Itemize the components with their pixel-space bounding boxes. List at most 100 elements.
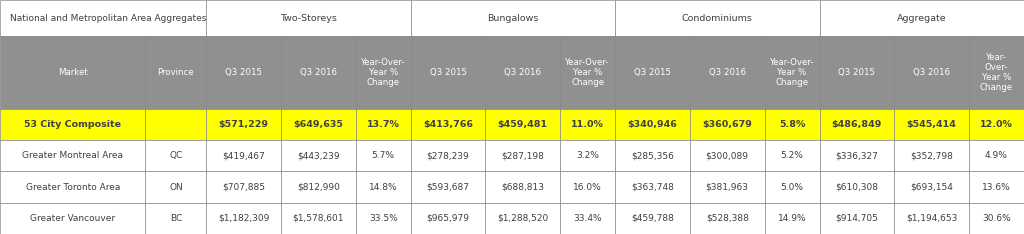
- Bar: [0, 140, 145, 171]
- Bar: [207, 171, 281, 203]
- Bar: [894, 140, 969, 171]
- Bar: [560, 171, 615, 203]
- Bar: [690, 171, 765, 203]
- Text: $649,635: $649,635: [294, 120, 343, 129]
- Text: Condominiums: Condominiums: [682, 14, 753, 23]
- Text: Q3 2015: Q3 2015: [430, 68, 467, 77]
- Bar: [0, 171, 145, 203]
- Bar: [615, 203, 690, 234]
- Text: 5.7%: 5.7%: [372, 151, 395, 160]
- Text: $363,748: $363,748: [631, 183, 674, 192]
- Text: $360,679: $360,679: [702, 120, 753, 129]
- Bar: [615, 109, 690, 140]
- Text: 4.9%: 4.9%: [985, 151, 1008, 160]
- Text: Q3 2015: Q3 2015: [634, 68, 671, 77]
- Bar: [819, 36, 894, 109]
- Text: Q3 2016: Q3 2016: [504, 68, 542, 77]
- Text: $693,154: $693,154: [910, 183, 953, 192]
- Bar: [411, 109, 485, 140]
- Text: Q3 2016: Q3 2016: [913, 68, 950, 77]
- Text: Q3 2016: Q3 2016: [300, 68, 337, 77]
- Text: National and Metropolitan Area Aggregates: National and Metropolitan Area Aggregate…: [10, 14, 207, 23]
- Text: Q3 2015: Q3 2015: [839, 68, 876, 77]
- Bar: [969, 203, 1024, 234]
- Text: $545,414: $545,414: [906, 120, 956, 129]
- Text: $287,198: $287,198: [502, 151, 544, 160]
- Text: Bungalows: Bungalows: [487, 14, 539, 23]
- Bar: [355, 140, 411, 171]
- Text: 33.4%: 33.4%: [573, 214, 602, 223]
- Bar: [819, 140, 894, 171]
- Bar: [145, 203, 207, 234]
- Bar: [894, 109, 969, 140]
- Text: 14.9%: 14.9%: [778, 214, 806, 223]
- Bar: [0, 0, 207, 36]
- Text: $443,239: $443,239: [297, 151, 340, 160]
- Bar: [355, 171, 411, 203]
- Bar: [765, 171, 819, 203]
- Bar: [690, 109, 765, 140]
- Bar: [0, 109, 145, 140]
- Text: $593,687: $593,687: [427, 183, 470, 192]
- Text: 33.5%: 33.5%: [369, 214, 397, 223]
- Bar: [690, 140, 765, 171]
- Text: $812,990: $812,990: [297, 183, 340, 192]
- Text: $413,766: $413,766: [423, 120, 473, 129]
- Bar: [485, 203, 560, 234]
- Text: $1,578,601: $1,578,601: [293, 214, 344, 223]
- Text: 13.7%: 13.7%: [367, 120, 399, 129]
- Bar: [560, 36, 615, 109]
- Text: $1,194,653: $1,194,653: [906, 214, 957, 223]
- Bar: [969, 36, 1024, 109]
- Text: Year-Over-
Year %
Change: Year-Over- Year % Change: [361, 58, 406, 87]
- Text: 11.0%: 11.0%: [571, 120, 604, 129]
- Text: $300,089: $300,089: [706, 151, 749, 160]
- Text: Greater Toronto Area: Greater Toronto Area: [26, 183, 120, 192]
- Text: $278,239: $278,239: [427, 151, 469, 160]
- Text: ON: ON: [169, 183, 182, 192]
- Bar: [145, 171, 207, 203]
- Bar: [615, 140, 690, 171]
- Bar: [894, 171, 969, 203]
- Text: $1,182,309: $1,182,309: [218, 214, 269, 223]
- Bar: [969, 171, 1024, 203]
- Bar: [0, 36, 145, 109]
- Bar: [0, 203, 145, 234]
- Text: Province: Province: [158, 68, 195, 77]
- Text: $381,963: $381,963: [706, 183, 749, 192]
- Bar: [560, 140, 615, 171]
- Bar: [819, 0, 1024, 36]
- Bar: [281, 203, 355, 234]
- Bar: [615, 171, 690, 203]
- Text: Two-Storeys: Two-Storeys: [281, 14, 337, 23]
- Text: 13.6%: 13.6%: [982, 183, 1011, 192]
- Bar: [207, 140, 281, 171]
- Bar: [485, 140, 560, 171]
- Text: $528,388: $528,388: [706, 214, 749, 223]
- Text: $486,849: $486,849: [831, 120, 882, 129]
- Text: $965,979: $965,979: [427, 214, 470, 223]
- Bar: [281, 36, 355, 109]
- Text: Year-Over-
Year %
Change: Year-Over- Year % Change: [565, 58, 610, 87]
- Bar: [690, 36, 765, 109]
- Bar: [615, 0, 819, 36]
- Text: 53 City Composite: 53 City Composite: [25, 120, 121, 129]
- Bar: [355, 36, 411, 109]
- Bar: [560, 203, 615, 234]
- Bar: [207, 36, 281, 109]
- Bar: [894, 203, 969, 234]
- Bar: [819, 203, 894, 234]
- Bar: [819, 171, 894, 203]
- Bar: [765, 140, 819, 171]
- Bar: [281, 109, 355, 140]
- Text: 3.2%: 3.2%: [577, 151, 599, 160]
- Bar: [765, 36, 819, 109]
- Bar: [207, 0, 411, 36]
- Bar: [969, 109, 1024, 140]
- Bar: [485, 109, 560, 140]
- Text: $459,788: $459,788: [631, 214, 674, 223]
- Text: $1,288,520: $1,288,520: [498, 214, 549, 223]
- Text: 5.8%: 5.8%: [779, 120, 805, 129]
- Text: $340,946: $340,946: [628, 120, 678, 129]
- Text: $419,467: $419,467: [222, 151, 265, 160]
